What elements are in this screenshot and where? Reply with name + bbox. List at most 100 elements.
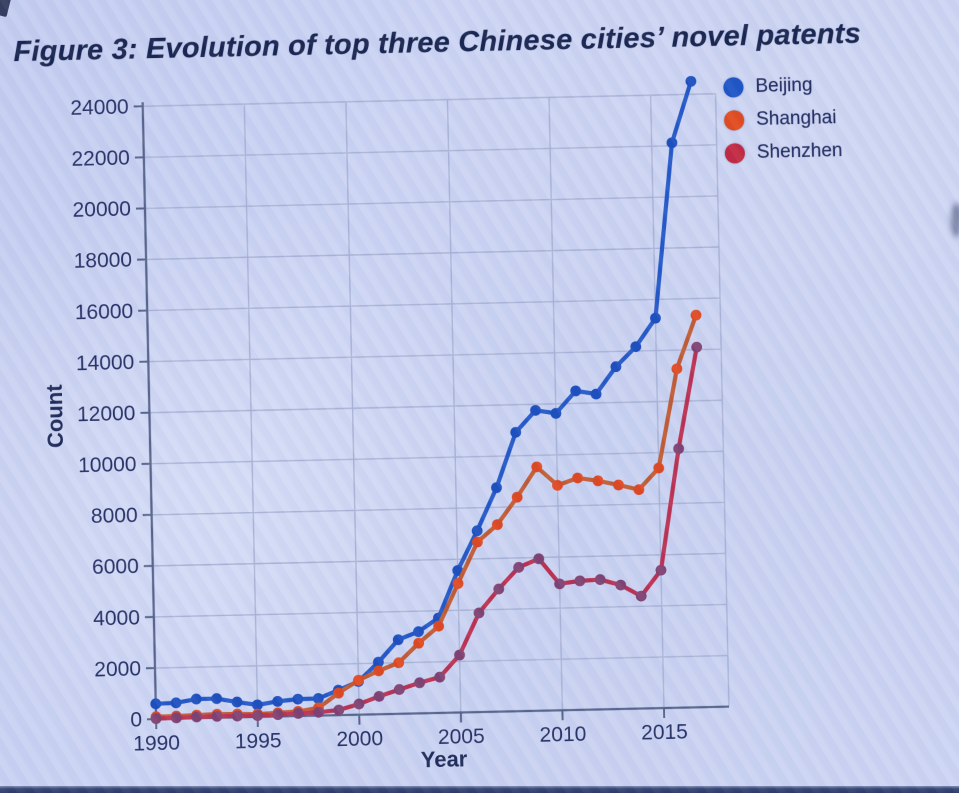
data-point-shenzhen [272,709,284,721]
data-point-beijing [530,404,541,416]
grid-line-h [142,93,716,107]
data-point-shenzhen [554,578,566,590]
data-point-shenzhen [473,607,485,619]
x-tick-label: 1995 [235,729,282,753]
data-point-beijing [510,426,522,438]
y-tick-label: 6000 [92,555,139,579]
grid-line-v [243,104,259,717]
data-point-shenzhen [533,553,545,565]
data-point-beijing [550,407,562,419]
data-point-shenzhen [191,711,203,723]
grid-line-h [146,246,719,261]
data-point-beijing [610,361,622,373]
grid-line-v [345,101,360,715]
grid-line-h [151,501,725,516]
data-point-beijing [272,695,284,707]
data-point-shanghai [333,687,344,699]
data-point-shanghai [572,472,584,484]
shanghai-legend-dot-icon [723,109,745,131]
y-tick-label: 12000 [77,402,136,426]
data-point-shenzhen [252,710,264,722]
grid-line-h [144,195,718,210]
data-point-shenzhen [454,649,465,661]
data-point-shanghai [373,665,384,677]
data-point-shanghai [592,475,604,487]
beijing-legend-dot-icon [723,76,744,98]
data-point-shenzhen [170,712,182,724]
data-point-shenzhen [493,583,505,595]
data-point-beijing [650,312,661,324]
data-point-beijing [471,525,483,537]
data-point-shenzhen [373,690,385,702]
grid-line-v [548,97,564,711]
data-point-shanghai [671,363,683,375]
data-point-shenzhen [292,708,304,719]
data-point-shanghai [413,637,425,649]
data-point-shenzhen [414,677,425,689]
grid-line-h [150,450,724,465]
series-line-beijing [153,79,694,708]
y-tick-label: 10000 [78,453,137,477]
series-line-shanghai [153,313,699,719]
data-point-beijing [666,137,678,149]
legend-item-shenzhen: Shenzhen [724,134,843,170]
data-point-beijing [292,693,304,705]
data-point-shenzhen [574,575,586,587]
chart-legend: Beijing Shanghai Shenzhen [723,68,843,170]
y-tick-label: 2000 [94,657,141,681]
grid-line-h [152,552,726,567]
grid-line-h [147,297,721,312]
data-point-beijing [211,693,223,704]
y-tick-label: 24000 [70,96,129,120]
data-point-shenzhen [393,684,405,695]
x-tick-label: 1990 [133,732,180,756]
data-point-beijing [392,634,404,646]
plot-right-border [714,93,730,707]
data-point-shenzhen [655,564,667,576]
data-point-beijing [452,565,464,576]
data-point-shanghai [690,309,702,321]
data-point-shenzhen [231,710,243,722]
y-tick-label: 20000 [72,198,131,222]
data-point-shanghai [433,620,445,632]
data-point-shanghai [613,479,624,491]
grid-line-h [149,399,723,414]
data-point-shanghai [472,536,483,548]
y-axis-line [141,102,158,720]
x-tick-label: 2005 [438,725,485,749]
y-axis-title: Count [42,384,68,449]
y-tick-label: 14000 [76,351,135,375]
photo-bottom-edge [0,786,959,793]
data-point-shenzhen [333,704,345,716]
data-point-shenzhen [673,443,685,455]
data-point-shenzhen [313,706,324,718]
data-point-shanghai [491,519,503,531]
data-point-beijing [590,388,602,400]
data-point-shenzhen [211,710,223,722]
grid-line-h [148,348,722,363]
x-tick-label: 2000 [336,727,383,751]
data-point-shenzhen [691,341,703,353]
data-point-beijing [685,75,697,87]
legend-label: Shanghai [755,106,837,130]
y-tick-label: 22000 [71,147,130,171]
grid-line-h [143,144,717,159]
shenzhen-legend-dot-icon [724,142,746,164]
data-point-beijing [150,698,162,710]
data-point-shenzhen [635,590,647,602]
data-point-beijing [373,656,384,668]
data-point-beijing [190,693,202,705]
data-point-shenzhen [150,713,162,725]
series-line-shenzhen [153,345,699,721]
legend-item-shanghai: Shanghai [723,101,842,137]
legend-label: Shenzhen [756,139,843,163]
data-point-beijing [413,626,424,638]
y-tick-label: 16000 [75,300,134,324]
data-point-shanghai [452,578,464,589]
data-point-shenzhen [594,574,606,586]
x-tick-label: 2010 [539,723,586,747]
data-point-shanghai [353,674,364,686]
legend-item-beijing: Beijing [723,68,841,104]
data-point-shanghai [653,462,665,474]
